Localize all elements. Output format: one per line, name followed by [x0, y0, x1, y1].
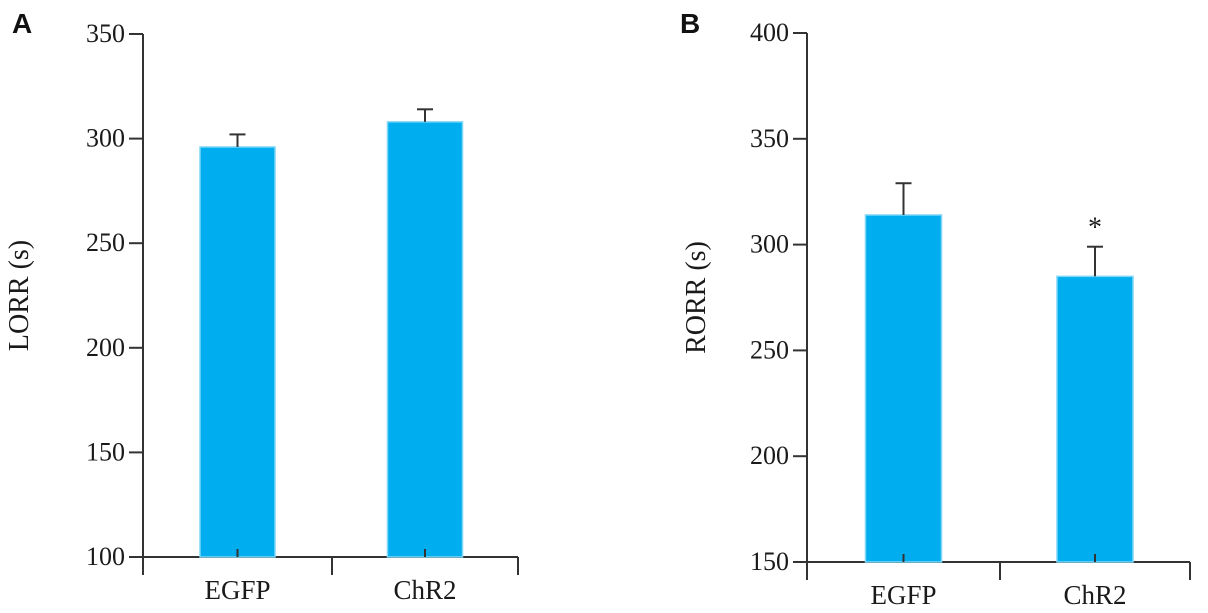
- panel-a-y-tick-label: 150: [86, 437, 125, 466]
- panel-b-category-label: EGFP: [870, 580, 936, 610]
- panel-b-y-tick-label: 350: [750, 124, 789, 153]
- panel-a-y-axis-label: LORR (s): [4, 240, 35, 351]
- panel-b-y-axis-label: RORR (s): [681, 241, 712, 354]
- panel-b-category-label: ChR2: [1063, 580, 1126, 610]
- panel-b-y-tick-label: 400: [750, 18, 789, 47]
- panel-a-bar-egfp: [199, 146, 276, 558]
- panel-b-y-tick-label: 150: [750, 547, 789, 576]
- panel-label-a: A: [12, 8, 33, 39]
- panel-a-y-tick-label: 300: [86, 124, 125, 153]
- panel-a-y-tick-label: 100: [86, 542, 125, 571]
- panel-b-y-tick-label: 200: [750, 441, 789, 470]
- panel-b-y-tick-label: 300: [750, 230, 789, 259]
- panel-a-category-label: EGFP: [204, 575, 270, 605]
- panel-a-y-tick-label: 250: [86, 228, 125, 257]
- panel-a-y-tick-label: 350: [86, 19, 125, 48]
- panel-b-bar-chr2: [1056, 275, 1134, 563]
- panel-label-b: B: [680, 8, 701, 39]
- panel-b-y-tick-label: 250: [750, 335, 789, 364]
- panel-a-y-tick-label: 200: [86, 333, 125, 362]
- panel-b-bar-egfp: [864, 214, 943, 563]
- panel-b-significance-marker: *: [1088, 213, 1102, 244]
- panel-a-bar-chr2: [386, 121, 464, 558]
- panel-a-category-label: ChR2: [393, 575, 456, 605]
